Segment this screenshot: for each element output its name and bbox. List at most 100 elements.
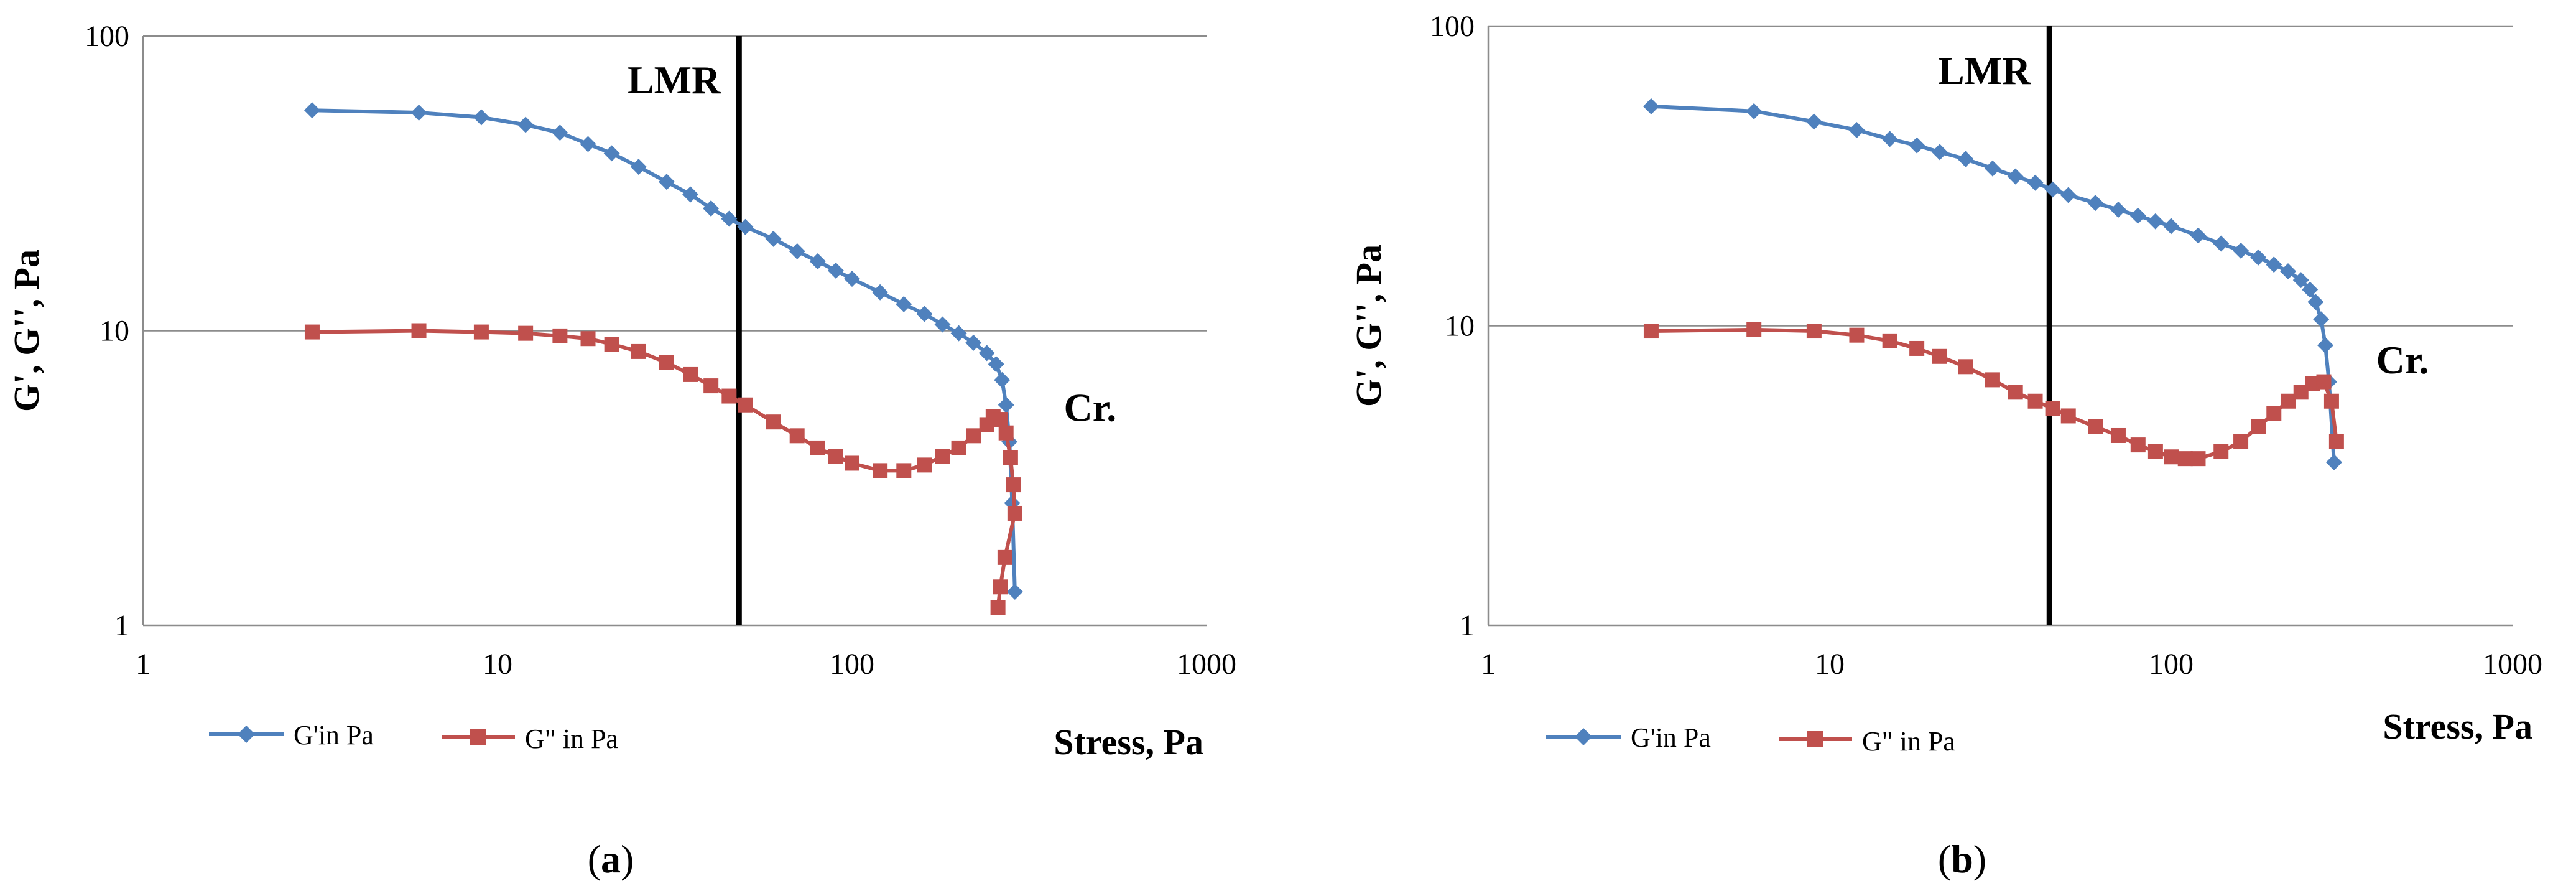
point-gdoubleprime-6 [604,337,619,352]
point-gdoubleprime-5 [1909,340,1925,356]
legend-label-gdoubleprime-b: G" in Pa [1862,726,1955,757]
point-gdoubleprime-27 [2316,374,2332,390]
point-gdoubleprime-23 [2266,406,2282,421]
point-gdoubleprime-19 [896,463,912,478]
point-gprime-17 [844,271,860,287]
point-gdoubleprime-17 [845,455,859,471]
y-tick-label-0: 1 [114,609,129,642]
point-gdoubleprime-20 [917,457,932,473]
panel-caption-b: (b) [1938,837,1986,881]
point-gprime-16 [827,262,844,279]
point-gprime-4 [552,124,568,141]
point-gdoubleprime-11 [721,388,737,404]
point-gprime-6 [1931,144,1948,161]
legend-label-gprime-b: G'in Pa [1631,722,1711,753]
point-gprime-22 [2266,256,2282,273]
point-gdoubleprime-18 [873,463,888,478]
y-tick-label-1: 10 [1445,310,1475,343]
point-gprime-0 [303,102,320,119]
point-gprime-14 [2110,201,2126,218]
panel-caption-a: (a) [588,837,634,881]
point-gdoubleprime-13 [766,414,781,430]
point-gprime-16 [2147,213,2164,230]
point-gdoubleprime-14 [2110,427,2126,443]
point-gprime-23 [2279,263,2296,279]
point-gdoubleprime-33 [990,600,1006,615]
point-gprime-26 [994,371,1011,388]
point-gprime-30 [1006,584,1023,600]
crossover-label-a: Cr. [1064,385,1117,429]
point-gprime-24 [978,345,995,362]
point-gdoubleprime-10 [2027,393,2043,409]
point-gdoubleprime-30 [1007,505,1022,521]
point-gdoubleprime-22 [951,440,966,455]
point-gprime-14 [789,243,805,259]
point-gprime-13 [765,230,782,247]
legend-marker-gprime-b [1575,728,1592,745]
point-gprime-2 [473,109,489,126]
point-gprime-21 [2250,249,2267,266]
chart-panel-b: 1 10 100 1000 1 10 100 LMR Cr. G', G'', Pa St… [1348,10,2542,881]
point-gdoubleprime-16 [828,449,843,464]
point-gprime-27 [998,396,1014,413]
point-gprime-4 [1881,131,1898,147]
point-gdoubleprime-10 [703,378,719,394]
point-gprime-25 [2302,281,2319,298]
lmr-label-a: LMR [628,58,721,102]
point-gdoubleprime-1 [1746,322,1762,337]
point-gprime-0 [1642,98,1659,114]
point-gdoubleprime-31 [997,549,1012,565]
point-gdoubleprime-4 [552,328,568,343]
point-gdoubleprime-24 [2280,393,2296,409]
point-gdoubleprime-8 [1985,372,2000,388]
point-gdoubleprime-23 [966,428,981,444]
point-gprime-7 [1957,151,1974,167]
point-gprime-18 [872,284,889,301]
point-gdoubleprime-2 [473,324,489,340]
point-gdoubleprime-29 [1006,477,1021,493]
point-gdoubleprime-8 [659,355,674,370]
point-gprime-19 [896,296,912,312]
x-tick-labels-b: 1 10 100 1000 [1481,648,2542,681]
x-axis-label-a: Stress, Pa [1054,722,1203,762]
point-gdoubleprime-28 [1003,450,1018,465]
point-gdoubleprime-22 [2251,419,2266,434]
point-gdoubleprime-7 [631,343,646,359]
point-gprime-23 [965,334,982,351]
point-gprime-1 [1746,103,1763,119]
legend-label-gdoubleprime-a: G" in Pa [525,724,618,754]
y-tick-label-1: 10 [100,315,129,348]
point-gprime-25 [988,356,1004,373]
point-gprime-11 [721,210,738,227]
legend-a: G'in Pa G" in Pa [209,720,618,754]
point-gprime-1 [410,104,427,121]
point-gdoubleprime-3 [1849,327,1865,343]
point-gprime-8 [1984,160,2001,177]
point-gprime-7 [630,159,647,175]
x-tick-label-3: 1000 [1177,648,1236,681]
y-tick-labels-b: 1 10 100 [1430,10,1475,642]
point-gdoubleprime-9 [683,366,698,382]
point-gprime-20 [2233,242,2249,259]
x-tick-label-3: 1000 [2483,648,2542,681]
point-gprime-20 [916,306,933,322]
point-gdoubleprime-19 [2190,451,2206,467]
legend-marker-gprime-a [238,726,255,743]
point-gprime-30 [2325,454,2342,471]
point-gdoubleprime-7 [1958,359,1973,375]
series-line-gdoubleprime [312,329,1017,608]
point-gprime-9 [682,186,699,203]
point-gdoubleprime-6 [1932,348,1947,364]
series-layer-b [1642,98,2344,471]
point-gprime-28 [2317,337,2334,354]
point-gdoubleprime-14 [789,428,805,444]
y-tick-label-2: 100 [1430,10,1475,43]
point-gdoubleprime-1 [411,323,427,338]
point-gprime-12 [2060,187,2077,203]
point-gprime-24 [2292,272,2309,289]
point-gprime-21 [934,316,951,333]
y-axis-label-a: G', G'', Pa [6,250,47,412]
point-gprime-8 [658,174,675,190]
point-gprime-27 [2313,311,2330,328]
